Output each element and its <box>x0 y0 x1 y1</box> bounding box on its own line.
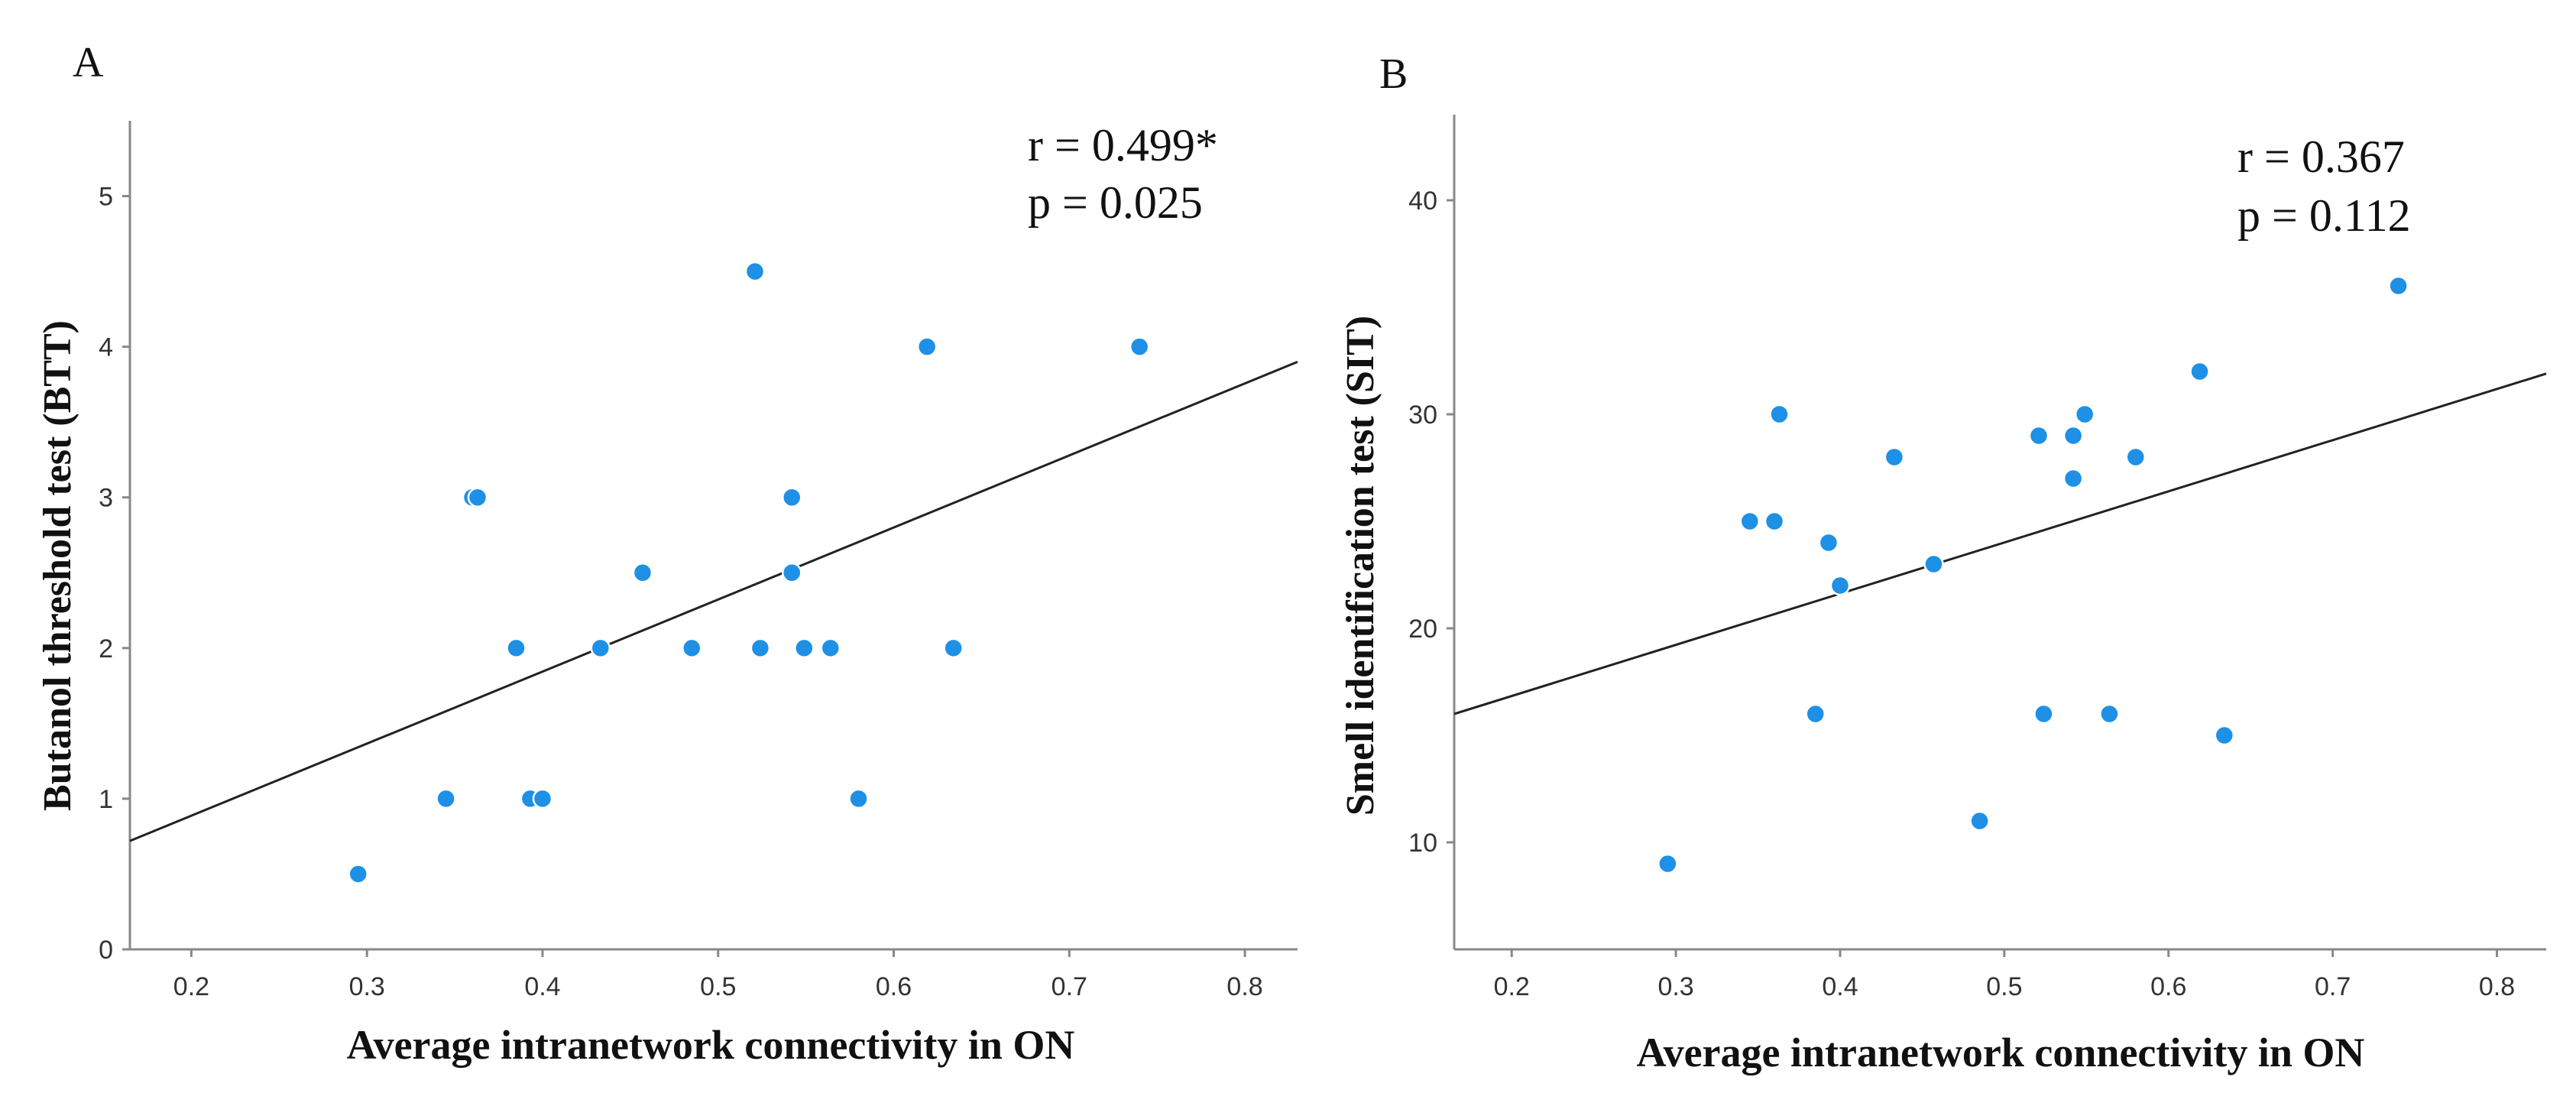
data-point <box>750 637 771 659</box>
data-point <box>1818 532 1839 553</box>
y-tick-label: 4 <box>99 333 113 362</box>
data-points <box>348 261 1150 884</box>
y-axis-label: Butanol threshold test (BTT) <box>36 320 79 811</box>
data-point <box>1739 511 1761 532</box>
data-point <box>2062 425 2084 446</box>
x-ticks: 0.2 0.3 0.4 0.5 0.6 0.7 0.8 <box>173 949 1263 1001</box>
data-point <box>943 637 964 659</box>
data-point <box>1829 575 1851 596</box>
x-tick-label: 0.3 <box>1657 972 1693 1001</box>
data-point <box>1129 336 1150 357</box>
p-annotation: p = 0.112 <box>2237 190 2411 241</box>
x-ticks: 0.2 0.3 0.4 0.5 0.6 0.7 0.8 <box>1494 949 2515 1001</box>
y-ticks: 0 1 2 3 4 5 <box>99 183 130 965</box>
data-point <box>1805 703 1826 725</box>
x-tick-label: 0.2 <box>1494 972 1530 1001</box>
r-annotation: r = 0.499* <box>1028 120 1218 170</box>
data-point <box>348 864 368 884</box>
data-point <box>820 637 841 659</box>
x-axis-label: Average intranetwork connectivity in ON <box>1637 1030 2365 1075</box>
y-tick-label: 2 <box>99 634 113 663</box>
x-tick-label: 0.4 <box>1822 972 1858 1001</box>
data-point <box>2033 703 2054 725</box>
x-axis-label: Average intranetwork connectivity in ON <box>347 1022 1075 1068</box>
data-point <box>1969 810 1990 832</box>
panel-b: B 10 20 30 40 0.2 0.3 0.4 0.5 0.6 0.7 0.8 r = 0.3… <box>1339 50 2547 1075</box>
x-tick-label: 0.5 <box>700 972 736 1001</box>
y-tick-label: 0 <box>99 936 113 965</box>
y-tick-label: 10 <box>1408 829 1437 858</box>
panel-label: B <box>1379 50 1408 98</box>
x-tick-label: 0.7 <box>2315 972 2351 1001</box>
data-point <box>2099 703 2120 725</box>
data-point <box>744 261 766 282</box>
panel-label: A <box>73 39 104 86</box>
x-tick-label: 0.7 <box>1051 972 1087 1001</box>
x-tick-label: 0.2 <box>173 972 209 1001</box>
regression-line <box>1453 372 2547 715</box>
x-tick-label: 0.8 <box>1226 972 1262 1001</box>
data-point <box>781 563 802 583</box>
data-point <box>1923 553 1944 575</box>
data-point <box>682 637 702 659</box>
y-tick-label: 30 <box>1408 401 1437 430</box>
data-points <box>1657 275 2409 874</box>
data-point <box>2028 425 2049 446</box>
data-point <box>2125 446 2147 468</box>
data-point <box>1657 853 1678 874</box>
y-tick-label: 20 <box>1408 615 1437 644</box>
data-point <box>632 563 653 583</box>
data-point <box>781 487 802 508</box>
regression-line <box>129 360 1298 842</box>
data-point <box>2189 361 2210 382</box>
data-point <box>794 637 815 659</box>
data-point <box>436 788 456 809</box>
p-annotation: p = 0.025 <box>1028 177 1203 228</box>
data-point <box>2062 468 2084 489</box>
data-point <box>2214 725 2235 746</box>
x-tick-label: 0.5 <box>1986 972 2022 1001</box>
data-point <box>2388 275 2409 297</box>
data-point <box>1764 511 1785 532</box>
data-point <box>2074 404 2095 425</box>
y-tick-label: 40 <box>1408 187 1437 216</box>
data-point <box>848 788 869 809</box>
y-axis-label: Smell identification test (SIT) <box>1339 316 1382 816</box>
x-tick-label: 0.6 <box>876 972 912 1001</box>
data-point <box>467 487 488 508</box>
data-point <box>1884 446 1905 468</box>
y-tick-label: 1 <box>99 785 113 814</box>
y-tick-label: 3 <box>99 484 113 513</box>
x-tick-label: 0.6 <box>2150 972 2186 1001</box>
x-tick-label: 0.4 <box>524 972 560 1001</box>
data-point <box>506 637 527 659</box>
r-annotation: r = 0.367 <box>2237 131 2405 182</box>
y-tick-label: 5 <box>99 183 113 212</box>
y-ticks: 10 20 30 40 <box>1408 187 1454 858</box>
panel-a: A 0 1 2 3 4 5 0.2 0.3 0.4 0.5 0.6 0.7 0.8 r = 0.499… <box>36 39 1298 1068</box>
data-point <box>590 637 611 659</box>
x-tick-label: 0.8 <box>2479 972 2515 1001</box>
data-point <box>916 336 938 357</box>
data-point <box>532 788 553 809</box>
data-point <box>1769 404 1790 425</box>
x-tick-label: 0.3 <box>349 972 385 1001</box>
